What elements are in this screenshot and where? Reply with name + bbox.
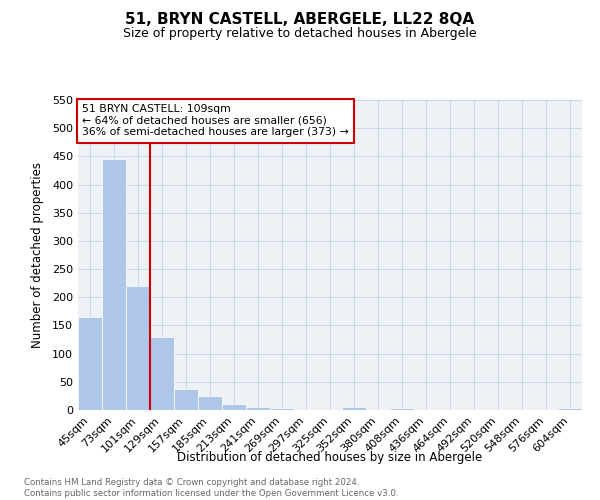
Bar	[78, 317, 102, 410]
Bar	[126, 286, 150, 410]
Y-axis label: Number of detached properties: Number of detached properties	[31, 162, 44, 348]
Bar	[198, 396, 222, 410]
Bar	[246, 406, 270, 410]
Text: Size of property relative to detached houses in Abergele: Size of property relative to detached ho…	[123, 28, 477, 40]
Text: 51 BRYN CASTELL: 109sqm
← 64% of detached houses are smaller (656)
36% of semi-d: 51 BRYN CASTELL: 109sqm ← 64% of detache…	[82, 104, 349, 138]
Text: Distribution of detached houses by size in Abergele: Distribution of detached houses by size …	[178, 451, 482, 464]
Bar	[390, 408, 414, 410]
Bar	[558, 408, 582, 410]
Bar	[342, 407, 366, 410]
Text: Contains HM Land Registry data © Crown copyright and database right 2024.
Contai: Contains HM Land Registry data © Crown c…	[24, 478, 398, 498]
Bar	[102, 159, 126, 410]
Bar	[150, 336, 174, 410]
Text: 51, BRYN CASTELL, ABERGELE, LL22 8QA: 51, BRYN CASTELL, ABERGELE, LL22 8QA	[125, 12, 475, 28]
Bar	[174, 389, 198, 410]
Bar	[222, 404, 246, 410]
Bar	[270, 408, 294, 410]
